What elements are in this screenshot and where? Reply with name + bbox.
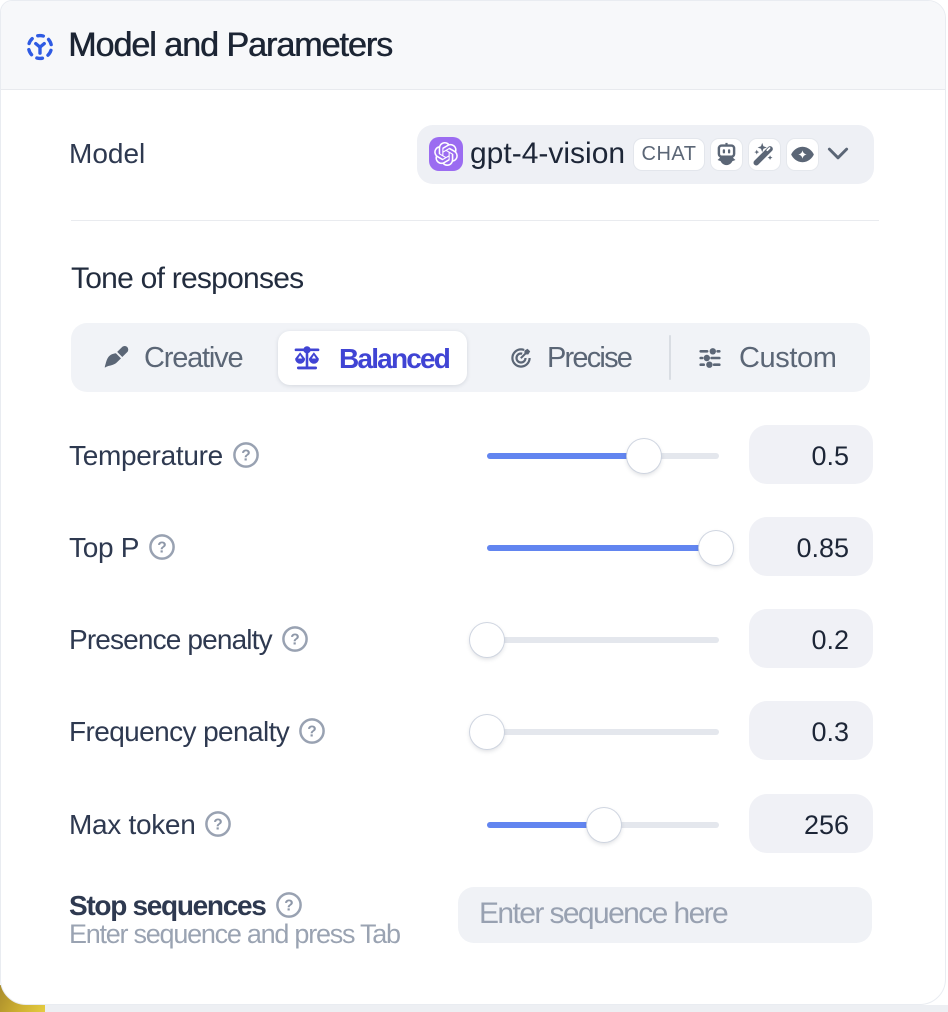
svg-text:?: ? <box>284 897 293 914</box>
svg-text:?: ? <box>290 631 299 648</box>
svg-text:?: ? <box>214 816 223 833</box>
svg-text:?: ? <box>241 447 250 464</box>
svg-text:?: ? <box>157 539 166 556</box>
svg-text:?: ? <box>307 723 316 740</box>
